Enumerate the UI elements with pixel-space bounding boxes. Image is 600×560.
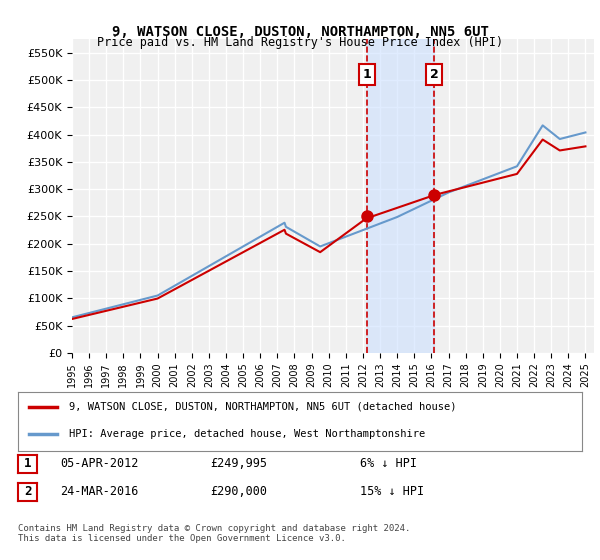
Text: Contains HM Land Registry data © Crown copyright and database right 2024.
This d: Contains HM Land Registry data © Crown c… — [18, 524, 410, 543]
Text: 15% ↓ HPI: 15% ↓ HPI — [360, 485, 424, 498]
Text: 9, WATSON CLOSE, DUSTON, NORTHAMPTON, NN5 6UT (detached house): 9, WATSON CLOSE, DUSTON, NORTHAMPTON, NN… — [69, 402, 456, 412]
Text: £290,000: £290,000 — [210, 485, 267, 498]
Text: 24-MAR-2016: 24-MAR-2016 — [60, 485, 139, 498]
Text: 1: 1 — [24, 458, 31, 470]
Text: 2: 2 — [24, 486, 31, 498]
Text: 6% ↓ HPI: 6% ↓ HPI — [360, 457, 417, 470]
Bar — [367, 39, 434, 353]
Text: 1: 1 — [363, 68, 371, 81]
Text: 9, WATSON CLOSE, DUSTON, NORTHAMPTON, NN5 6UT: 9, WATSON CLOSE, DUSTON, NORTHAMPTON, NN… — [112, 25, 488, 39]
Text: 2: 2 — [430, 68, 439, 81]
Text: Price paid vs. HM Land Registry's House Price Index (HPI): Price paid vs. HM Land Registry's House … — [97, 36, 503, 49]
Text: £249,995: £249,995 — [210, 457, 267, 470]
Text: 05-APR-2012: 05-APR-2012 — [60, 457, 139, 470]
Text: HPI: Average price, detached house, West Northamptonshire: HPI: Average price, detached house, West… — [69, 430, 425, 440]
